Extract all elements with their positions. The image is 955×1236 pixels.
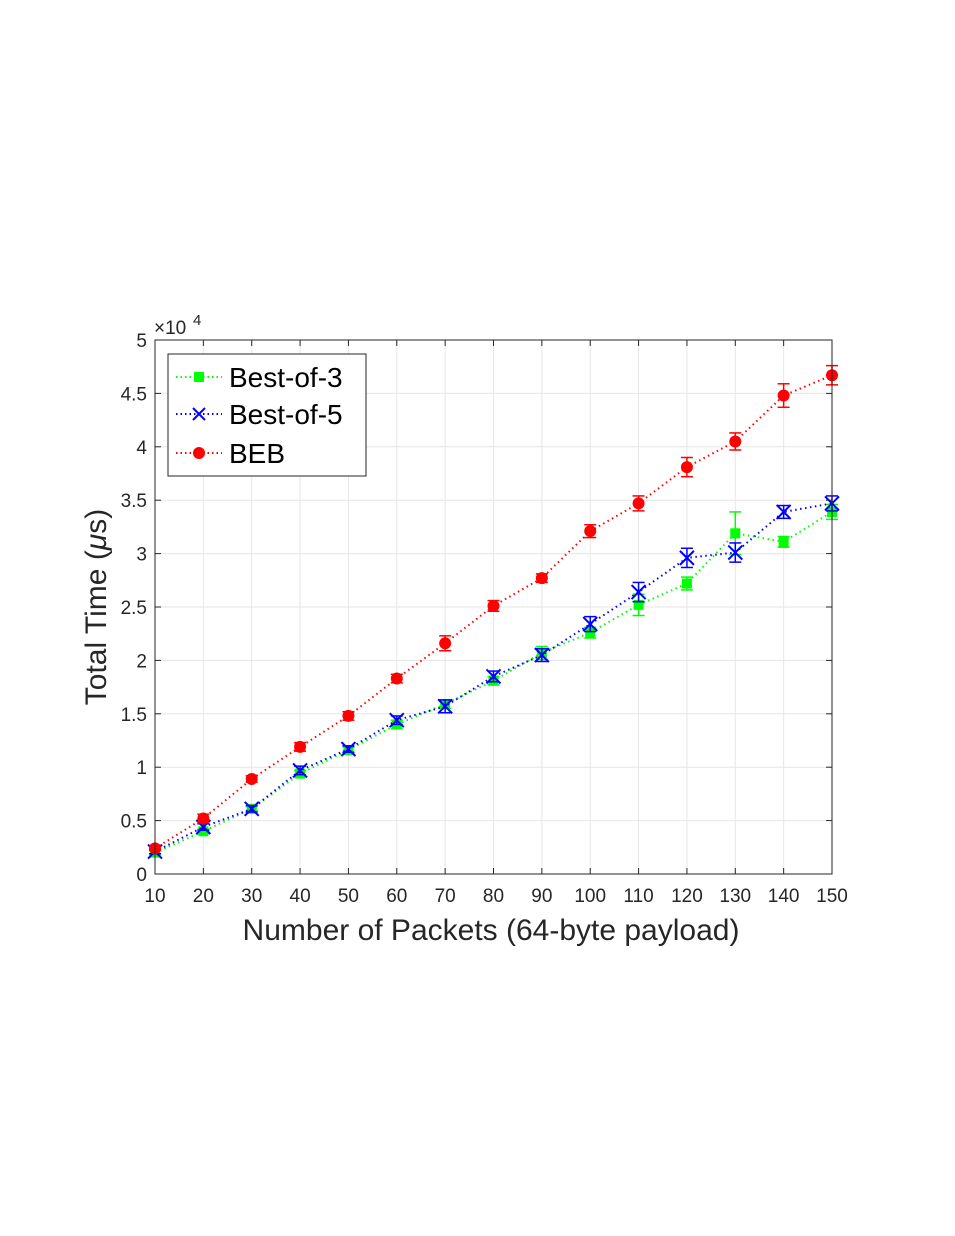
data-point-best-of-5 bbox=[485, 668, 502, 685]
data-point-best-of-5 bbox=[534, 647, 550, 663]
data-point-beb bbox=[390, 672, 403, 685]
data-point-best-of-5 bbox=[389, 712, 405, 728]
x-tick-label: 80 bbox=[483, 886, 504, 907]
x-tick-label: 50 bbox=[338, 886, 359, 907]
x-tick-label: 90 bbox=[531, 886, 552, 907]
series-line-best-of-5 bbox=[154, 502, 833, 853]
legend-marker-beb bbox=[193, 447, 205, 459]
y-tick-label: 1 bbox=[136, 758, 147, 779]
series-best-of-5 bbox=[147, 495, 840, 860]
y-tick-label: 3 bbox=[136, 545, 147, 566]
x-tick-label: 130 bbox=[719, 886, 751, 907]
y-tick-label: 4 bbox=[136, 438, 147, 459]
data-point-beb bbox=[729, 435, 742, 448]
data-point-beb bbox=[197, 812, 210, 825]
legend-label-best-of-5: Best-of-5 bbox=[229, 399, 343, 430]
data-point-beb bbox=[487, 599, 500, 612]
y-tick-label: 0.5 bbox=[121, 812, 147, 833]
data-point-best-of-3 bbox=[198, 826, 209, 837]
data-point-best-of-5 bbox=[679, 550, 695, 566]
data-point-best-of-5 bbox=[437, 698, 453, 715]
x-tick-label: 70 bbox=[435, 886, 456, 907]
x-tick-label: 30 bbox=[241, 886, 262, 907]
data-point-best-of-5 bbox=[630, 584, 647, 600]
data-point-beb bbox=[535, 572, 548, 585]
data-point-beb bbox=[294, 740, 307, 753]
data-point-best-of-3 bbox=[681, 578, 692, 589]
data-point-best-of-5 bbox=[775, 504, 792, 520]
legend: Best-of-3 Best-of-5 BEB bbox=[167, 353, 367, 477]
x-tick-label: 110 bbox=[623, 886, 653, 907]
y-axis-title-tail: s) bbox=[80, 509, 113, 534]
data-point-best-of-3 bbox=[633, 599, 644, 610]
y-exponent-base: ×10 bbox=[154, 318, 186, 339]
data-point-best-of-5 bbox=[582, 616, 598, 632]
y-tick-label: 2 bbox=[136, 651, 147, 672]
y-tick-label: 1.5 bbox=[121, 705, 147, 726]
y-tick-label: 3.5 bbox=[121, 491, 147, 512]
data-point-best-of-5 bbox=[292, 762, 308, 779]
y-tick-label: 5 bbox=[136, 331, 147, 352]
data-point-best-of-5 bbox=[340, 741, 357, 757]
data-point-best-of-3 bbox=[778, 536, 789, 547]
y-axis-title: Total Time (μs) bbox=[80, 509, 113, 705]
data-point-beb bbox=[680, 461, 693, 474]
data-point-beb bbox=[439, 637, 452, 650]
x-tick-label: 150 bbox=[816, 886, 848, 907]
data-point-best-of-5 bbox=[727, 544, 743, 561]
y-exponent-power: 4 bbox=[193, 312, 201, 329]
legend-label-beb: BEB bbox=[229, 438, 285, 469]
legend-label-best-of-3: Best-of-3 bbox=[229, 362, 343, 393]
y-tick-label: 4.5 bbox=[121, 384, 147, 405]
legend-marker-best-of-5 bbox=[192, 407, 206, 421]
data-point-beb bbox=[342, 709, 355, 722]
data-point-best-of-3 bbox=[730, 528, 741, 539]
x-tick-label: 120 bbox=[671, 886, 703, 907]
data-point-beb bbox=[777, 389, 790, 402]
y-tick-label: 2.5 bbox=[121, 598, 147, 619]
series-layer bbox=[147, 364, 840, 860]
data-point-best-of-5 bbox=[244, 801, 260, 817]
x-tick-label: 20 bbox=[193, 886, 214, 907]
x-tick-label: 140 bbox=[768, 886, 800, 907]
y-axis-title-mu: μ bbox=[80, 534, 113, 551]
x-tick-label: 60 bbox=[386, 886, 407, 907]
data-point-beb bbox=[632, 497, 645, 510]
data-point-best-of-3 bbox=[585, 627, 596, 638]
series-beb bbox=[149, 364, 838, 855]
x-axis-title: Number of Packets (64-byte payload) bbox=[243, 914, 740, 947]
legend-marker-best-of-3 bbox=[194, 372, 204, 382]
x-tick-label: 100 bbox=[574, 886, 606, 907]
data-point-beb bbox=[245, 772, 258, 785]
data-point-beb bbox=[584, 525, 597, 538]
x-tick-label: 10 bbox=[144, 886, 165, 907]
x-tick-label: 40 bbox=[290, 886, 311, 907]
y-axis-title-main: Total Time ( bbox=[80, 550, 113, 705]
y-tick-label: 0 bbox=[136, 865, 147, 886]
axis-ticks: 10 20 30 40 50 60 70 80 90 100 110 120 130 140 150 0 0.5… bbox=[121, 331, 848, 907]
